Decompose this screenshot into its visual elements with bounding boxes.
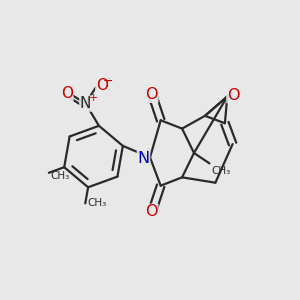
Text: N: N <box>80 96 91 111</box>
Text: CH₃: CH₃ <box>88 198 107 208</box>
Text: CH₃: CH₃ <box>50 171 70 182</box>
Text: −: − <box>103 75 113 88</box>
Text: O: O <box>227 88 239 103</box>
Text: N: N <box>137 152 149 166</box>
Text: +: + <box>89 93 99 103</box>
Text: O: O <box>96 78 108 93</box>
Text: CH₃: CH₃ <box>212 166 231 176</box>
Text: O: O <box>61 86 73 101</box>
Text: O: O <box>145 204 158 219</box>
Text: O: O <box>145 87 158 102</box>
